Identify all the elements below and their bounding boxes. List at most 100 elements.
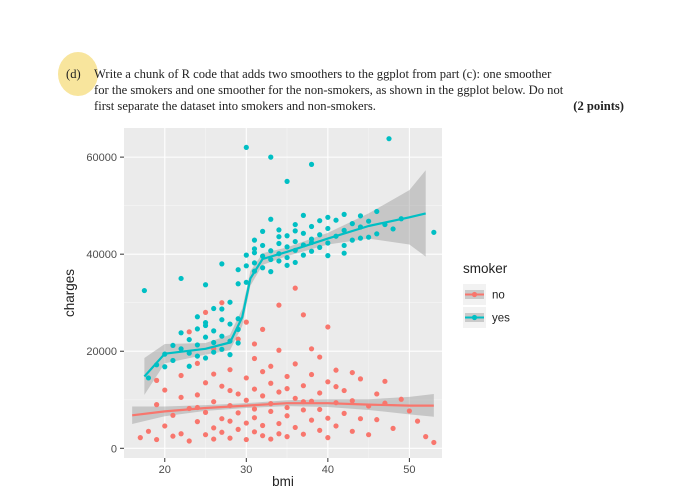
point-no	[186, 329, 192, 335]
point-yes	[235, 281, 241, 287]
point-no	[219, 300, 225, 306]
point-no	[398, 396, 404, 402]
point-yes	[243, 263, 249, 269]
smoother-no	[132, 402, 434, 417]
point-yes	[243, 144, 249, 151]
point-yes	[357, 213, 364, 219]
point-no	[317, 427, 323, 433]
point-yes	[374, 208, 380, 215]
point-yes	[186, 363, 192, 369]
point-no	[227, 435, 233, 441]
point-no	[341, 387, 347, 394]
point-no	[202, 409, 209, 415]
point-yes	[284, 244, 290, 250]
point-yes	[317, 232, 323, 238]
question-label: (d)	[66, 67, 81, 81]
point-no	[341, 410, 347, 416]
legend-label-yes: yes	[492, 313, 510, 325]
point-yes	[284, 178, 290, 184]
point-yes	[276, 227, 282, 233]
point-no	[317, 354, 323, 360]
point-no	[219, 416, 225, 422]
point-yes	[219, 333, 225, 339]
point-no	[170, 433, 176, 439]
point-yes	[194, 342, 200, 348]
point-yes	[268, 248, 274, 254]
question-line-3: first separate the dataset into smokers …	[94, 99, 376, 113]
point-no	[260, 369, 266, 375]
point-yes	[292, 259, 298, 266]
point-no	[276, 420, 282, 427]
point-yes	[366, 234, 372, 240]
point-no	[268, 363, 274, 369]
legend-dot-yes	[471, 314, 478, 321]
point-yes	[235, 267, 241, 273]
point-yes	[162, 364, 168, 370]
point-yes	[178, 346, 184, 352]
point-yes	[211, 305, 217, 312]
point-yes	[276, 234, 282, 240]
point-no	[137, 435, 143, 441]
point-yes	[251, 246, 258, 252]
point-yes	[219, 261, 225, 267]
point-no	[276, 389, 282, 395]
point-no	[251, 406, 258, 412]
point-yes	[202, 334, 209, 340]
point-no	[349, 428, 355, 434]
x-tick-label: 50	[403, 464, 415, 476]
point-no	[292, 424, 298, 431]
point-yes	[260, 228, 266, 234]
smoother-ribbons	[132, 170, 434, 425]
point-yes	[308, 223, 315, 230]
question-points: (2 points)	[573, 99, 624, 113]
data-points	[137, 136, 437, 446]
point-yes	[251, 250, 258, 256]
point-no	[260, 433, 266, 439]
point-no	[317, 406, 323, 413]
point-yes	[202, 355, 209, 361]
point-yes	[227, 352, 233, 358]
point-yes	[219, 346, 225, 352]
point-no	[194, 360, 200, 366]
point-no	[374, 391, 380, 397]
point-yes	[300, 212, 306, 218]
point-yes	[211, 328, 217, 334]
x-tick-label: 40	[322, 464, 334, 476]
point-no	[333, 367, 339, 373]
x-tick-label: 20	[159, 464, 171, 476]
point-yes	[349, 237, 355, 243]
point-no	[178, 431, 184, 437]
point-yes	[268, 154, 274, 160]
point-no	[154, 377, 160, 383]
point-no	[349, 398, 355, 404]
point-no	[325, 435, 331, 441]
point-no	[211, 436, 217, 442]
point-yes	[349, 221, 355, 227]
point-yes	[186, 336, 192, 343]
y-axis-title: charges	[62, 269, 77, 317]
point-yes	[333, 217, 339, 223]
point-yes	[308, 161, 315, 167]
point-no	[325, 415, 331, 421]
point-yes	[260, 265, 266, 271]
point-yes	[227, 299, 233, 305]
point-yes	[292, 228, 298, 234]
point-no	[154, 402, 160, 408]
point-yes	[325, 240, 331, 246]
smoother-yes	[143, 212, 426, 378]
point-yes	[325, 253, 331, 259]
point-no	[243, 319, 249, 325]
point-yes	[325, 214, 331, 220]
point-no	[211, 399, 217, 405]
question-line-2: for the smokers and one smoother for the…	[94, 83, 564, 97]
point-yes	[211, 339, 217, 346]
point-no	[243, 375, 249, 381]
point-yes	[308, 248, 315, 254]
point-yes	[260, 253, 266, 259]
point-no	[374, 417, 380, 423]
point-yes	[284, 262, 290, 268]
point-no	[227, 387, 233, 394]
point-yes	[431, 229, 437, 235]
point-no	[308, 346, 315, 352]
